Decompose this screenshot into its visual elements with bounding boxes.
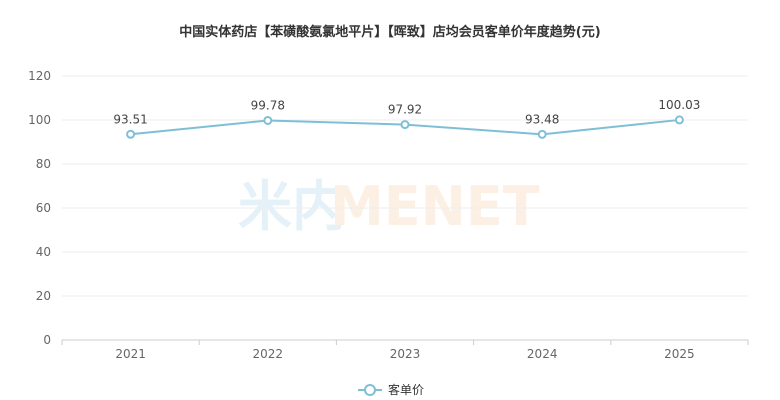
- data-labels: 93.51 99.78 97.92 93.48 100.03: [113, 98, 700, 126]
- grid-lines: [62, 75, 748, 341]
- y-tick-label: 40: [36, 245, 51, 259]
- data-label: 93.51: [113, 112, 147, 126]
- data-point[interactable]: [400, 120, 410, 130]
- chart-title: 中国实体药店【苯磺酸氨氯地平片】【晖致】店均会员客单价年度趋势(元): [179, 24, 600, 40]
- watermark-text: MENET: [330, 175, 540, 238]
- watermark-mark: 米内: [238, 175, 346, 238]
- x-tick-label: 2021: [115, 347, 146, 361]
- y-tick-label: 80: [36, 157, 51, 171]
- x-tick-label: 2025: [664, 347, 695, 361]
- data-label: 100.03: [658, 98, 700, 112]
- y-tick-label: 120: [28, 69, 51, 83]
- data-label: 97.92: [388, 103, 422, 117]
- y-tick-label: 100: [28, 113, 51, 127]
- x-tick-label: 2022: [253, 347, 284, 361]
- y-tick-label: 20: [36, 289, 51, 303]
- watermark-logo: 米内 MENET: [238, 175, 540, 238]
- x-tick-label: 2023: [390, 347, 421, 361]
- legend-label: 客单价: [388, 382, 424, 397]
- y-axis: 0 20 40 60 80 100 120: [28, 69, 51, 347]
- series-kedanjia: [126, 115, 684, 139]
- x-axis: 2021 2022 2023 2024 2025: [61, 340, 749, 361]
- data-point[interactable]: [263, 115, 273, 125]
- data-label: 93.48: [525, 112, 559, 126]
- data-point[interactable]: [537, 129, 547, 139]
- data-point[interactable]: [674, 115, 684, 125]
- legend[interactable]: 客单价: [358, 382, 424, 397]
- y-tick-label: 60: [36, 201, 51, 215]
- y-tick-label: 0: [43, 333, 51, 347]
- legend-marker: [364, 384, 376, 396]
- data-point[interactable]: [126, 129, 136, 139]
- x-tick-label: 2024: [527, 347, 558, 361]
- data-label: 99.78: [251, 98, 285, 112]
